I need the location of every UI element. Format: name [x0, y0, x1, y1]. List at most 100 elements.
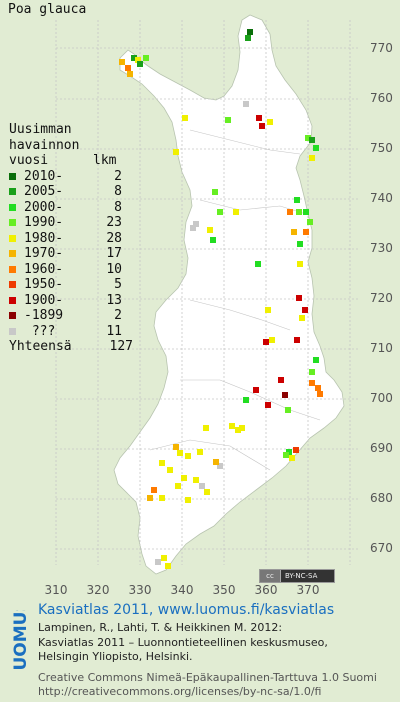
observation-square [247, 29, 253, 35]
observation-square [256, 115, 262, 121]
legend-swatch [9, 234, 16, 242]
legend-label: 1980- [24, 230, 64, 246]
observation-square [285, 407, 291, 413]
observation-square [217, 209, 223, 215]
observation-square [309, 380, 315, 386]
observation-square [177, 450, 183, 456]
observation-square [193, 477, 199, 483]
y-tick-label: 730 [370, 241, 393, 255]
cc-icon: cc [260, 570, 281, 582]
observation-square [213, 459, 219, 465]
observation-square [185, 453, 191, 459]
legend-row: -1899 2 [9, 308, 133, 324]
observation-square [259, 123, 265, 129]
y-tick-label: 760 [370, 91, 393, 105]
legend-count: 10 [106, 261, 122, 277]
observation-square [155, 559, 161, 565]
observation-square [315, 385, 321, 391]
footer: Kasviatlas 2011, www.luomus.fi/kasviatla… [38, 602, 377, 699]
observation-square [204, 489, 210, 495]
observation-square [203, 425, 209, 431]
observation-square [135, 57, 141, 63]
observation-square [245, 35, 251, 41]
legend-label: 1960- [24, 261, 64, 277]
legend-label: 2010- [24, 168, 64, 184]
observation-square [210, 237, 216, 243]
y-tick-label: 710 [370, 341, 393, 355]
observation-square [190, 225, 196, 231]
license-line-1: Creative Commons Nimeä-Epäkaupallinen-Ta… [38, 670, 377, 684]
legend-label: -1899 [24, 308, 64, 323]
axis-ticks: 310 320 330 340 350 360 370 770 760 750 740 730 720 7… [45, 41, 393, 597]
observation-square [317, 391, 323, 397]
observation-square [165, 563, 171, 569]
observation-square [199, 483, 205, 489]
legend-count: 17 [106, 246, 122, 261]
legend-label: 1990- [24, 215, 64, 230]
observation-square [303, 229, 309, 235]
observation-square [265, 402, 271, 408]
observation-square [291, 229, 297, 235]
y-tick-label: 720 [370, 291, 393, 305]
x-tick-label: 370 [297, 583, 320, 597]
legend-swatch [9, 281, 16, 289]
legend-swatch [9, 265, 16, 273]
observation-square [212, 189, 218, 195]
legend-row: 1970- 17 [9, 246, 133, 262]
y-tick-label: 670 [370, 541, 393, 555]
legend-row: 2010- 2 [9, 169, 133, 185]
observation-square [305, 135, 311, 141]
legend-header-1: Uusimman [9, 122, 72, 137]
legend-count: 23 [106, 215, 122, 230]
observation-square [297, 241, 303, 247]
observation-square [269, 337, 275, 343]
legend-count: 13 [106, 292, 122, 308]
observation-square [229, 423, 235, 429]
x-tick-label: 350 [213, 583, 236, 597]
observation-square [307, 219, 313, 225]
legend-row: 1960- 10 [9, 262, 133, 278]
observation-square [289, 455, 295, 461]
legend-label: 1950- [24, 277, 64, 292]
legend-row: 1950- 5 [9, 277, 133, 293]
legend-count: 5 [114, 277, 122, 292]
observation-square [239, 425, 245, 431]
observation-square [293, 447, 299, 453]
legend-header-3: vuosi [9, 153, 49, 168]
observation-square [185, 497, 191, 503]
observation-square [127, 71, 133, 77]
observation-square [193, 221, 199, 227]
observation-square [207, 227, 213, 233]
observation-square [181, 475, 187, 481]
legend-label: 1970- [24, 246, 64, 261]
y-tick-label: 690 [370, 441, 393, 455]
observation-square [287, 209, 293, 215]
observation-square [233, 209, 239, 215]
legend-count: 28 [106, 230, 122, 246]
observation-square [173, 149, 179, 155]
observation-square [309, 137, 315, 143]
observation-square [263, 339, 269, 345]
observation-square [297, 261, 303, 267]
observation-square [151, 487, 157, 493]
license-badge-text: BY-NC-SA [285, 572, 318, 580]
y-tick-label: 770 [370, 41, 393, 55]
legend-swatch [9, 172, 16, 180]
legend-swatch [9, 188, 16, 196]
license-url[interactable]: http://creativecommons.org/licenses/by-n… [38, 684, 322, 698]
legend-swatch [9, 203, 16, 211]
observation-squares [119, 29, 323, 569]
legend-count: 8 [114, 184, 122, 199]
legend-row: 1900- 13 [9, 293, 133, 309]
license-badge[interactable]: cc BY-NC-SA [259, 569, 335, 583]
observation-square [182, 115, 188, 121]
legend-swatch [9, 219, 16, 227]
atlas-link[interactable]: Kasviatlas 2011, www.luomus.fi/kasviatla… [38, 602, 335, 618]
observation-square [175, 483, 181, 489]
observation-square [159, 495, 165, 501]
legend-count: 2 [114, 168, 122, 184]
citation-line-2: Kasviatlas 2011 – Luonnontieteellinen ke… [38, 635, 328, 649]
observation-square [309, 369, 315, 375]
observation-square [137, 61, 143, 67]
